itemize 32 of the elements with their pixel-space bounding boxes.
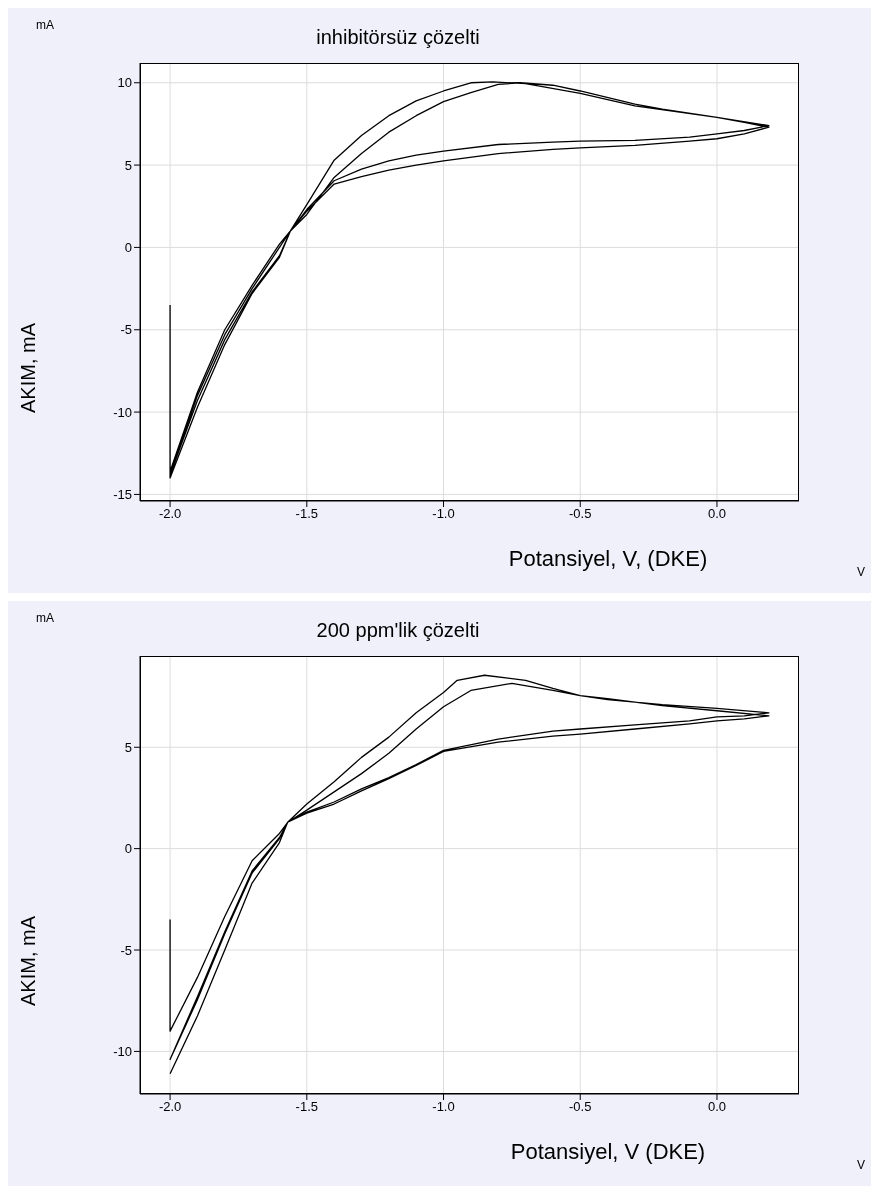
y-axis-title: AKIM, mA <box>16 322 40 414</box>
text: mA <box>36 611 54 625</box>
y-tick-label: -5 <box>120 942 132 958</box>
x-tick-label: 0.0 <box>707 1099 727 1115</box>
x-tick-label: -1.0 <box>432 506 455 522</box>
y-tick-label: -10 <box>113 1044 132 1060</box>
chart-title: 200 ppm'lik çözelti <box>316 619 480 641</box>
x-tick-label: -2.0 <box>158 506 182 522</box>
text: V <box>856 565 865 579</box>
text: V <box>856 1158 865 1172</box>
x-tick-label: -0.5 <box>569 1099 592 1115</box>
text: mA <box>36 18 54 32</box>
chart-title: inhibitörsüz çözelti <box>316 26 480 48</box>
y-tick-label: 0 <box>124 240 132 256</box>
x-tick-label: -1.5 <box>295 506 318 522</box>
x-tick-label: 0.0 <box>707 506 727 522</box>
x-tick-label: -1.0 <box>432 1099 455 1115</box>
x-tick-label: -1.5 <box>295 1099 318 1115</box>
x-axis-title: Potansiyel, V (DKE) <box>509 1139 707 1165</box>
y-tick-label: 5 <box>124 157 132 173</box>
line-series <box>169 674 770 1075</box>
x-tick-label: -0.5 <box>569 506 592 522</box>
y-tick-label: -5 <box>120 322 132 338</box>
y-axis-title: AKIM, mA <box>16 915 40 1007</box>
y-tick-label: 5 <box>124 739 132 755</box>
y-tick-label: -15 <box>113 487 132 503</box>
x-axis-title: Potansiyel, V, (DKE) <box>507 546 709 572</box>
y-tick-label: 10 <box>117 75 132 91</box>
y-tick-label: -10 <box>113 404 132 420</box>
line-series <box>169 81 770 479</box>
y-tick-label: 0 <box>124 841 132 857</box>
x-tick-label: -2.0 <box>158 1099 182 1115</box>
